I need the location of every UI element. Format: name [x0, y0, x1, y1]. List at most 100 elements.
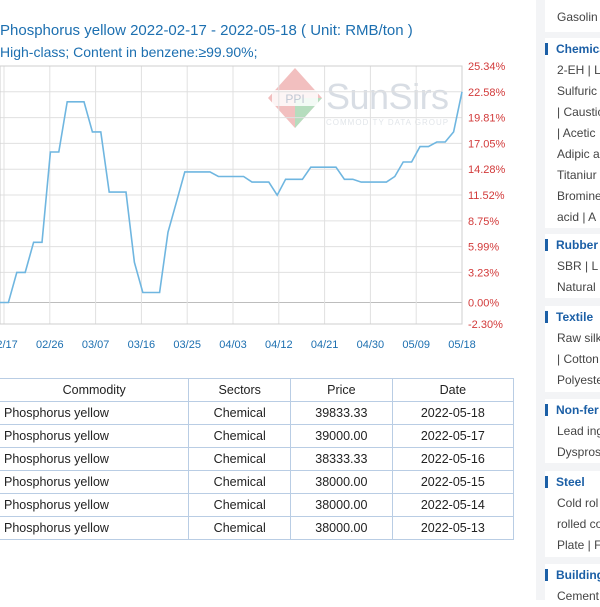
cell-date: 2022-05-18 [391, 401, 515, 425]
header-date: Date [391, 378, 515, 402]
sidebar-panel-chemical: Chemica 2-EH | L Sulfuric | Caustic | Ac… [545, 38, 600, 228]
table-row: Phosphorus yellow Chemical 38000.00 2022… [0, 470, 515, 494]
y-tick-label: 8.75% [468, 216, 499, 228]
plot-frame [0, 65, 463, 325]
sidebar-link[interactable]: Dyspros [557, 445, 600, 459]
cell-commodity: Phosphorus yellow [0, 470, 190, 494]
cell-sector: Chemical [188, 401, 292, 425]
chart-panel: Phosphorus yellow 2022-02-17 - 2022-05-1… [0, 22, 515, 540]
x-tick-label: 02/17 [0, 339, 18, 351]
sidebar-link[interactable]: Polyeste [557, 373, 600, 387]
cell-commodity: Phosphorus yellow [0, 516, 190, 540]
logo-diamond-icon: PPI [268, 68, 322, 128]
y-tick-label: 25.34% [468, 61, 506, 73]
y-tick-label: 5.99% [468, 242, 499, 254]
cell-date: 2022-05-13 [391, 516, 515, 540]
sidebar-link[interactable]: 2-EH | L [557, 63, 600, 77]
price-line-chart: 25.34% 22.58% 19.81% 17.05% 14.28% 11.52% 8.75… [0, 61, 506, 351]
sidebar-link[interactable]: Cold rol [557, 496, 599, 510]
sidebar-section-title[interactable]: Textile [545, 306, 600, 328]
sidebar-panel-textile: Textile Raw silk | Cotton Polyeste [545, 306, 600, 392]
sidebar-link[interactable]: rolled co [557, 517, 600, 531]
sidebar-link[interactable]: SBR | L [557, 259, 599, 273]
chart-title: Phosphorus yellow 2022-02-17 - 2022-05-1… [0, 22, 413, 39]
sidebar-link[interactable]: | Caustic [557, 105, 600, 119]
cell-date: 2022-05-15 [391, 470, 515, 494]
sidebar-section-title[interactable]: Steel [545, 471, 600, 493]
cell-commodity: Phosphorus yellow [0, 493, 190, 517]
x-tick-label: 03/25 [173, 339, 201, 351]
sidebar-link[interactable]: Sulfuric [557, 84, 598, 98]
sidebar-link[interactable]: Titaniur [557, 168, 597, 182]
sidebar-link[interactable]: Cement [557, 589, 600, 603]
sidebar-link[interactable]: Lead ing [557, 424, 600, 438]
sidebar-link[interactable]: acid | A [557, 210, 597, 224]
logo-text: SunSirs [326, 76, 449, 117]
y-tick-label: 0.00% [468, 298, 499, 310]
sidebar-panel-top: Gasolin [545, 0, 600, 32]
y-tick-label: 11.52% [468, 190, 505, 202]
sidebar-panel-rubber: Rubber SBR | L Natural [545, 234, 600, 298]
cell-price: 38000.00 [290, 493, 393, 517]
cell-price: 38000.00 [290, 470, 393, 494]
y-tick-label: 19.81% [468, 113, 506, 125]
y-tick-label: 14.28% [468, 164, 506, 176]
sidebar-link[interactable]: Natural [557, 280, 596, 294]
cell-price: 39833.33 [290, 401, 393, 425]
cell-commodity: Phosphorus yellow [0, 424, 190, 448]
header-sectors: Sectors [188, 378, 292, 402]
price-line-series [0, 91, 463, 304]
sidebar-panel-nonferrous: Non-fer Lead ing Dyspros [545, 399, 600, 463]
table-row: Phosphorus yellow Chemical 38000.00 2022… [0, 493, 515, 517]
y-tick-label: 22.58% [468, 87, 506, 99]
cell-sector: Chemical [188, 493, 292, 517]
x-tick-label: 02/26 [36, 339, 64, 351]
svg-text:PPI: PPI [285, 92, 304, 106]
cell-commodity: Phosphorus yellow [0, 447, 190, 471]
logo-subtext: COMMODITY DATA GROUP [326, 118, 450, 127]
cell-commodity: Phosphorus yellow [0, 401, 190, 425]
header-commodity: Commodity [0, 378, 190, 402]
y-tick-label: 3.23% [468, 267, 499, 279]
x-tick-label: 04/12 [265, 339, 293, 351]
sidebar-panel-building: Building Cement [545, 564, 600, 604]
table-header-row: Commodity Sectors Price Date [0, 378, 515, 402]
x-tick-label: 03/16 [128, 339, 156, 351]
sunsirs-logo: PPI SunSirs COMMODITY DATA GROUP [268, 68, 453, 138]
x-tick-label: 05/18 [448, 339, 476, 351]
table-row: Phosphorus yellow Chemical 39833.33 2022… [0, 401, 515, 425]
sidebar-link[interactable]: | Acetic [557, 126, 596, 140]
sidebar-link[interactable]: Raw silk [557, 331, 600, 345]
y-tick-label: -2.30% [468, 319, 503, 331]
header-price: Price [290, 378, 393, 402]
x-tick-label: 04/21 [311, 339, 339, 351]
table-row: Phosphorus yellow Chemical 39000.00 2022… [0, 424, 515, 448]
x-tick-label: 03/07 [82, 339, 110, 351]
price-table: Commodity Sectors Price Date Phosphorus … [0, 378, 515, 540]
cell-date: 2022-05-16 [391, 447, 515, 471]
sidebar-link[interactable]: Bromine [557, 189, 600, 203]
x-tick-label: 04/03 [219, 339, 247, 351]
sidebar-section-title[interactable]: Building [545, 564, 600, 586]
cell-price: 38333.33 [290, 447, 393, 471]
cell-sector: Chemical [188, 516, 292, 540]
cell-date: 2022-05-17 [391, 424, 515, 448]
sidebar-section-title[interactable]: Non-fer [545, 399, 600, 421]
table-row: Phosphorus yellow Chemical 38000.00 2022… [0, 516, 515, 540]
sidebar-link[interactable]: Adipic a [557, 147, 600, 161]
sidebar-section-title[interactable]: Rubber [545, 234, 600, 256]
y-tick-label: 17.05% [468, 138, 506, 150]
cell-date: 2022-05-14 [391, 493, 515, 517]
sidebar-link[interactable]: Plate | F [557, 538, 600, 552]
table-row: Phosphorus yellow Chemical 38333.33 2022… [0, 447, 515, 471]
sidebar-link[interactable]: Gasolin [557, 10, 598, 24]
chart-subtitle: High-class; Content in benzene:≥99.90%; [0, 44, 258, 60]
sidebar-panel-steel: Steel Cold rol rolled co Plate | F [545, 471, 600, 557]
sidebar-section-title[interactable]: Chemica [545, 38, 600, 60]
cell-sector: Chemical [188, 424, 292, 448]
cell-price: 39000.00 [290, 424, 393, 448]
cell-sector: Chemical [188, 470, 292, 494]
sidebar-link[interactable]: | Cotton [557, 352, 599, 366]
cell-sector: Chemical [188, 447, 292, 471]
cell-price: 38000.00 [290, 516, 393, 540]
